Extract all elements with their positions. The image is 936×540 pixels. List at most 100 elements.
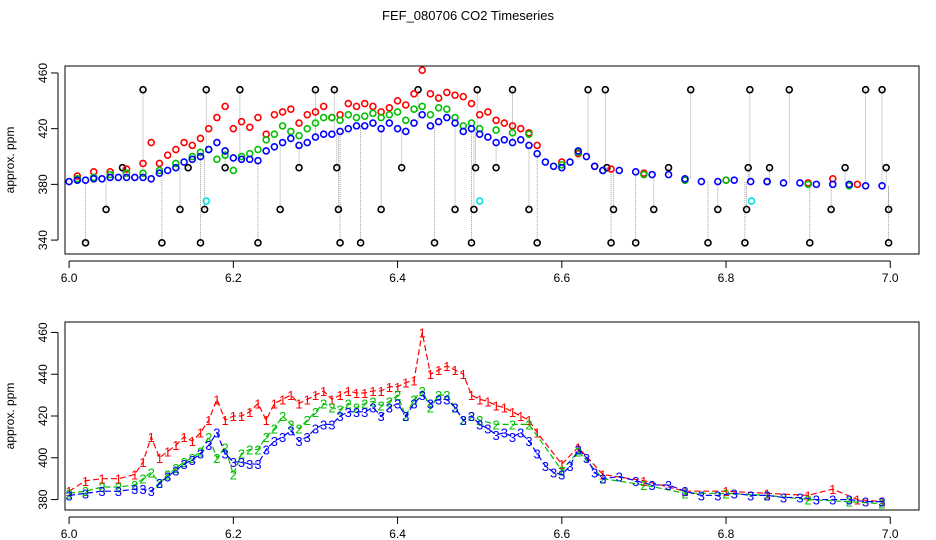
bottom-point-label-3: 3 (616, 470, 623, 485)
bottom-y-axis-label: approx. ppm (3, 383, 17, 450)
top-point-blue (385, 119, 394, 127)
bottom-point-label-1: 1 (509, 405, 516, 420)
bottom-point-label-1: 1 (172, 438, 179, 453)
top-point-red (163, 151, 172, 159)
top-point-black (744, 163, 753, 172)
top-point-green (311, 119, 320, 127)
top-point-red (278, 108, 287, 116)
bottom-point-label-3: 3 (279, 430, 286, 445)
top-point-black (861, 85, 870, 94)
bottom-point-label-3: 3 (517, 426, 524, 441)
bottom-point-label-3: 3 (846, 493, 853, 508)
top-point-blue (861, 181, 870, 190)
bottom-point-label-3: 3 (189, 453, 196, 468)
bottom-point-label-1: 1 (320, 384, 327, 399)
bottom-point-label-3: 3 (131, 482, 138, 497)
top-point-red (303, 110, 312, 119)
top-point-black (882, 163, 890, 172)
top-y-tick-label: 460 (36, 63, 50, 83)
bottom-point-label-3: 3 (558, 467, 565, 482)
bottom-point-label-1: 1 (164, 445, 171, 460)
top-point-blue (303, 138, 312, 147)
bottom-x-tick-label: 6.2 (225, 527, 242, 540)
top-point-red (607, 165, 615, 173)
top-point-blue (245, 155, 254, 164)
bottom-point-label-3: 3 (698, 488, 705, 503)
bottom-point-label-3: 3 (796, 490, 803, 505)
top-panel-marks (65, 66, 893, 247)
bottom-point-label-1: 1 (328, 392, 335, 407)
top-point-blue (475, 130, 484, 139)
top-point-green (254, 145, 262, 154)
top-point-black (746, 85, 754, 94)
top-point-black (276, 205, 284, 214)
top-point-blue (410, 119, 418, 127)
top-y-axis-label: approx. ppm (3, 127, 17, 194)
bottom-point-label-2: 2 (254, 442, 261, 457)
top-point-blue (122, 173, 131, 182)
top-point-red (401, 101, 410, 109)
top-point-red (229, 124, 238, 133)
bottom-point-label-3: 3 (287, 424, 294, 439)
bottom-point-label-3: 3 (82, 486, 89, 501)
top-point-green (640, 170, 648, 179)
top-point-blue (681, 175, 689, 183)
top-point-green (360, 112, 369, 120)
top-point-black (333, 163, 341, 172)
top-point-blue (295, 141, 303, 150)
top-point-red (393, 97, 402, 105)
top-point-green (237, 152, 246, 161)
top-point-green (155, 166, 164, 175)
bottom-point-label-2: 2 (805, 493, 812, 508)
top-point-black (330, 85, 339, 94)
bottom-point-label-2: 2 (386, 394, 393, 409)
top-point-blue (599, 166, 607, 175)
top-point-blue (65, 177, 73, 186)
bottom-point-label-2: 2 (369, 394, 376, 409)
bottom-point-label-1: 1 (156, 451, 163, 466)
bottom-point-label-3: 3 (246, 457, 253, 472)
top-point-green (426, 110, 435, 119)
bottom-point-label-3: 3 (180, 457, 187, 472)
bottom-y-tick-label: 460 (36, 322, 50, 342)
bottom-point-label-2: 2 (763, 488, 770, 503)
bottom-point-label-2: 2 (131, 478, 138, 493)
bottom-point-label-1: 1 (148, 430, 155, 445)
top-point-green (229, 166, 238, 175)
top-point-blue (812, 180, 821, 189)
top-point-blue (508, 138, 517, 147)
top-point-blue (516, 136, 525, 144)
top-point-blue (500, 136, 509, 144)
bottom-point-label-2: 2 (238, 447, 245, 462)
top-point-blue (484, 133, 492, 141)
bottom-point-label-3: 3 (410, 396, 417, 411)
top-point-red (245, 123, 254, 132)
bottom-point-label-1: 1 (460, 367, 467, 382)
top-point-blue (525, 141, 533, 150)
bottom-point-label-1: 1 (599, 467, 606, 482)
bottom-x-tick-label: 6.4 (389, 527, 406, 540)
bottom-point-label-2: 2 (419, 384, 426, 399)
top-point-red (451, 91, 459, 100)
top-x-tick-label: 6.2 (225, 271, 242, 285)
bottom-y-tick-label: 440 (36, 364, 50, 384)
bottom-point-label-3: 3 (164, 470, 171, 485)
top-point-black (202, 85, 211, 94)
bottom-point-label-3: 3 (345, 405, 352, 420)
bottom-point-label-2: 2 (427, 401, 434, 416)
bottom-point-label-1: 1 (763, 486, 770, 501)
bottom-point-label-1: 1 (443, 359, 450, 374)
bottom-point-label-2: 2 (394, 388, 401, 403)
top-point-blue (443, 113, 451, 122)
top-point-blue (352, 122, 361, 130)
bottom-point-label-1: 1 (386, 380, 393, 395)
bottom-point-label-1: 1 (476, 392, 483, 407)
top-point-black (609, 205, 618, 214)
bottom-point-label-1: 1 (451, 363, 458, 378)
bottom-x-tick-label: 7.0 (882, 527, 899, 540)
bottom-point-label-1: 1 (139, 455, 146, 470)
top-point-blue (492, 138, 500, 147)
bottom-point-label-1: 1 (98, 472, 105, 487)
top-point-black (704, 239, 712, 247)
bottom-point-label-3: 3 (468, 409, 475, 424)
